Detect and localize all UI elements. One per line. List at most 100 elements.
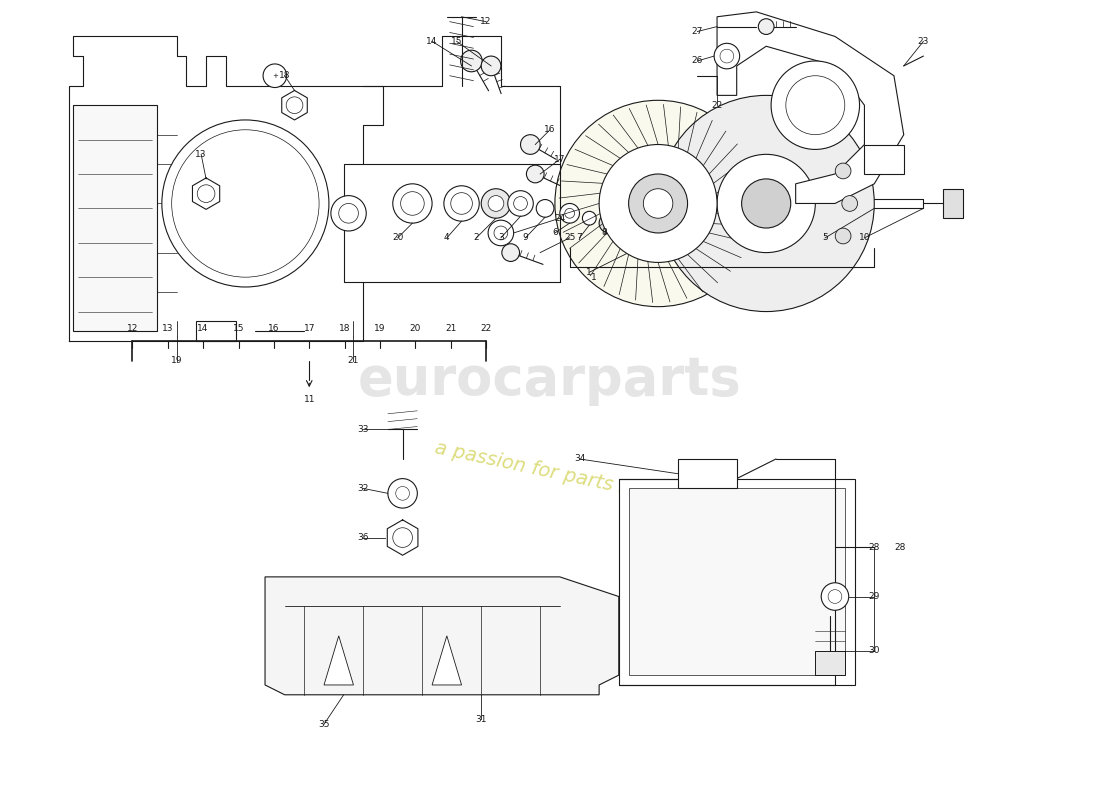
Text: 23: 23 <box>917 37 930 46</box>
Text: 19: 19 <box>170 356 183 365</box>
Text: 33: 33 <box>358 425 368 434</box>
Polygon shape <box>678 459 737 489</box>
Circle shape <box>488 220 514 246</box>
Polygon shape <box>865 145 904 174</box>
Text: 20: 20 <box>409 324 421 333</box>
Circle shape <box>600 214 619 233</box>
Text: 22: 22 <box>481 324 492 333</box>
Circle shape <box>396 486 409 500</box>
Text: 21: 21 <box>348 356 360 365</box>
Text: 3: 3 <box>498 234 504 242</box>
Circle shape <box>461 50 482 72</box>
Bar <box>628 489 845 675</box>
Text: 26: 26 <box>692 57 703 66</box>
Text: 13: 13 <box>162 324 174 333</box>
Circle shape <box>527 165 544 183</box>
Circle shape <box>758 18 774 34</box>
Text: 4: 4 <box>444 234 450 242</box>
Text: 24: 24 <box>554 214 565 222</box>
Text: 14: 14 <box>427 37 438 46</box>
Circle shape <box>771 61 859 150</box>
Text: 21: 21 <box>446 324 456 333</box>
Circle shape <box>741 179 791 228</box>
Circle shape <box>481 56 500 76</box>
Circle shape <box>560 203 580 223</box>
Circle shape <box>286 97 302 114</box>
Text: 15: 15 <box>451 37 462 46</box>
Text: 12: 12 <box>481 17 492 26</box>
Text: 31: 31 <box>475 715 487 724</box>
Text: 35: 35 <box>318 720 330 729</box>
Text: 1: 1 <box>586 268 592 277</box>
Text: 16: 16 <box>268 324 279 333</box>
Text: 18: 18 <box>339 324 351 333</box>
Text: 25: 25 <box>564 234 575 242</box>
Circle shape <box>481 189 510 218</box>
Circle shape <box>162 120 329 287</box>
Text: 11: 11 <box>304 395 315 405</box>
Text: 28: 28 <box>894 543 905 552</box>
Text: 30: 30 <box>869 646 880 655</box>
Circle shape <box>514 197 527 210</box>
Text: 9: 9 <box>522 234 528 242</box>
Circle shape <box>658 95 874 311</box>
Circle shape <box>508 190 534 216</box>
Text: 2: 2 <box>473 234 480 242</box>
Bar <box>815 650 845 675</box>
Circle shape <box>339 203 359 223</box>
Text: eurocarparts: eurocarparts <box>359 354 741 406</box>
Circle shape <box>822 582 849 610</box>
Text: 22: 22 <box>712 101 723 110</box>
Circle shape <box>197 185 215 202</box>
Polygon shape <box>324 636 353 685</box>
Text: 13: 13 <box>196 150 207 159</box>
Text: 36: 36 <box>358 533 368 542</box>
Text: 27: 27 <box>692 27 703 36</box>
Text: 7: 7 <box>576 234 582 242</box>
Text: 29: 29 <box>869 592 880 601</box>
Text: 15: 15 <box>233 324 244 333</box>
Circle shape <box>582 211 596 225</box>
Text: 34: 34 <box>574 454 585 463</box>
Circle shape <box>717 154 815 253</box>
Circle shape <box>564 208 574 218</box>
Text: +: + <box>272 73 278 78</box>
Polygon shape <box>196 322 235 341</box>
Bar <box>619 478 855 685</box>
Polygon shape <box>74 106 157 331</box>
Circle shape <box>502 244 519 262</box>
Text: a passion for parts since 1985: a passion for parts since 1985 <box>433 438 726 518</box>
Circle shape <box>520 134 540 154</box>
Circle shape <box>172 130 319 277</box>
Text: 19: 19 <box>374 324 386 333</box>
Circle shape <box>835 163 851 179</box>
Circle shape <box>720 49 734 63</box>
Circle shape <box>451 193 472 214</box>
Circle shape <box>628 174 688 233</box>
Circle shape <box>644 189 673 218</box>
Circle shape <box>393 528 412 547</box>
Circle shape <box>494 226 508 240</box>
Text: 12: 12 <box>126 324 139 333</box>
Text: 17: 17 <box>304 324 315 333</box>
Text: 8: 8 <box>602 229 607 238</box>
Text: 14: 14 <box>197 324 209 333</box>
Circle shape <box>488 196 504 211</box>
Circle shape <box>714 43 739 69</box>
Text: 6: 6 <box>552 229 558 238</box>
Text: 18: 18 <box>279 71 290 80</box>
Circle shape <box>554 100 761 306</box>
Text: 28: 28 <box>869 543 880 552</box>
Polygon shape <box>717 12 904 203</box>
Circle shape <box>536 199 554 218</box>
Circle shape <box>785 76 845 134</box>
Circle shape <box>331 196 366 231</box>
Text: 5: 5 <box>823 234 828 242</box>
Circle shape <box>400 192 425 215</box>
Polygon shape <box>432 636 462 685</box>
Text: 17: 17 <box>554 154 565 164</box>
Circle shape <box>842 196 858 211</box>
Circle shape <box>835 228 851 244</box>
Text: 32: 32 <box>358 484 368 493</box>
Text: 1: 1 <box>592 273 597 282</box>
